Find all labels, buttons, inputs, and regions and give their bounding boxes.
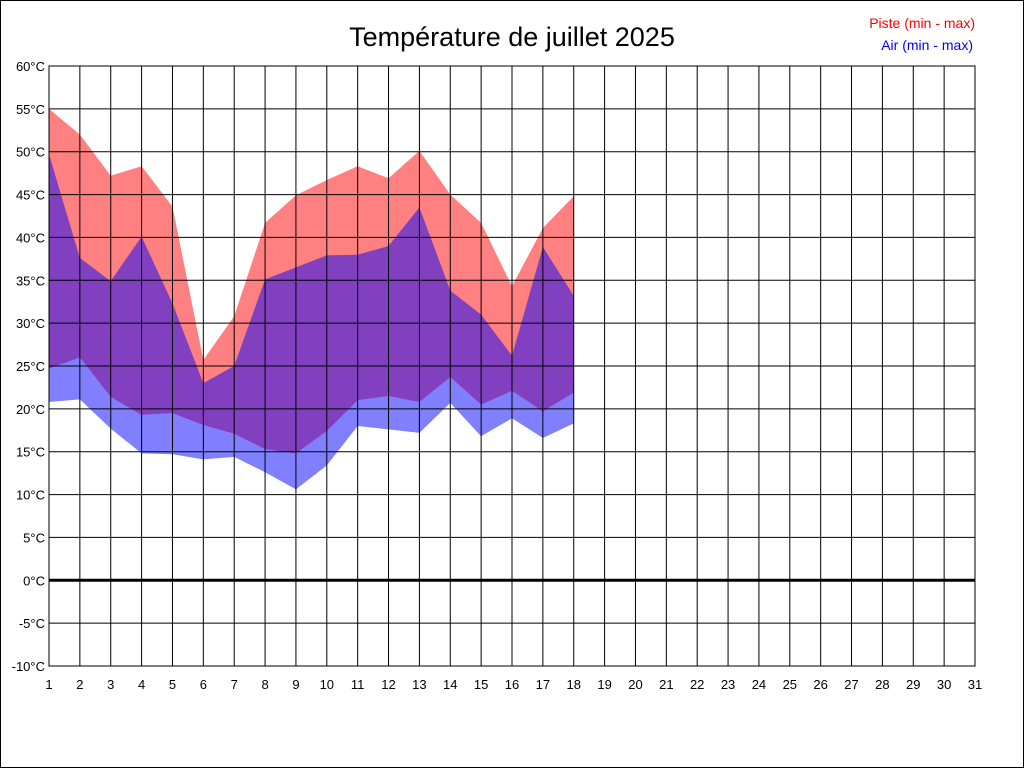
y-tick-label: -10°C <box>12 659 45 674</box>
x-tick-label: 12 <box>381 677 395 692</box>
y-tick-label: 5°C <box>23 530 45 545</box>
x-tick-label: 5 <box>169 677 176 692</box>
x-tick-label: 31 <box>968 677 982 692</box>
y-tick-label: 50°C <box>16 145 45 160</box>
x-tick-label: 11 <box>351 677 365 692</box>
x-tick-label: 23 <box>721 677 735 692</box>
y-tick-label: 45°C <box>16 188 45 203</box>
y-tick-label: 0°C <box>23 573 45 588</box>
series-area-overlap <box>49 154 574 454</box>
x-tick-label: 29 <box>906 677 920 692</box>
y-tick-label: 40°C <box>16 230 45 245</box>
x-tick-label: 20 <box>628 677 642 692</box>
y-tick-label: 55°C <box>16 102 45 117</box>
y-tick-label: 15°C <box>16 445 45 460</box>
x-tick-label: 15 <box>474 677 488 692</box>
x-tick-label: 3 <box>107 677 114 692</box>
y-tick-label: 60°C <box>16 59 45 74</box>
y-tick-label: -5°C <box>19 616 45 631</box>
x-tick-label: 8 <box>261 677 268 692</box>
y-tick-label: 10°C <box>16 488 45 503</box>
legend-entry-piste: Piste (min - max) <box>869 15 975 31</box>
x-tick-label: 9 <box>292 677 299 692</box>
x-tick-label: 21 <box>659 677 673 692</box>
x-tick-label: 14 <box>443 677 457 692</box>
legend: Piste (min - max) Air (min - max) <box>869 15 975 53</box>
y-tick-label: 20°C <box>16 402 45 417</box>
y-tick-label: 35°C <box>16 273 45 288</box>
x-tick-label: 6 <box>200 677 207 692</box>
x-tick-label: 7 <box>231 677 238 692</box>
x-tick-label: 26 <box>813 677 827 692</box>
y-tick-label: 30°C <box>16 316 45 331</box>
tick-labels: 1 2 3 4 5 6 7 8 9 10 11 12 13 14 15 16 17 18 19 20 21 22 23 24 2… <box>12 59 983 692</box>
x-tick-label: 10 <box>320 677 334 692</box>
x-tick-label: 18 <box>566 677 580 692</box>
x-tick-label: 22 <box>690 677 704 692</box>
x-tick-label: 28 <box>875 677 889 692</box>
chart-title: Température de juillet 2025 <box>349 22 675 52</box>
legend-entry-air: Air (min - max) <box>881 37 973 53</box>
plot-border <box>48 65 976 667</box>
gridlines <box>48 65 976 667</box>
x-tick-label: 17 <box>536 677 550 692</box>
series-areas <box>49 108 574 490</box>
x-tick-label: 25 <box>783 677 797 692</box>
y-tick-label: 25°C <box>16 359 45 374</box>
x-tick-label: 16 <box>505 677 519 692</box>
x-tick-label: 13 <box>412 677 426 692</box>
x-tick-label: 27 <box>844 677 858 692</box>
x-tick-label: 2 <box>76 677 83 692</box>
x-tick-label: 19 <box>597 677 611 692</box>
x-tick-label: 4 <box>138 677 145 692</box>
plot-area: 1 2 3 4 5 6 7 8 9 10 11 12 13 14 15 16 17 18 19 20 21 22 23 24 2… <box>12 59 983 692</box>
x-tick-label: 30 <box>937 677 951 692</box>
x-tick-label: 24 <box>752 677 766 692</box>
x-tick-label: 1 <box>45 677 52 692</box>
